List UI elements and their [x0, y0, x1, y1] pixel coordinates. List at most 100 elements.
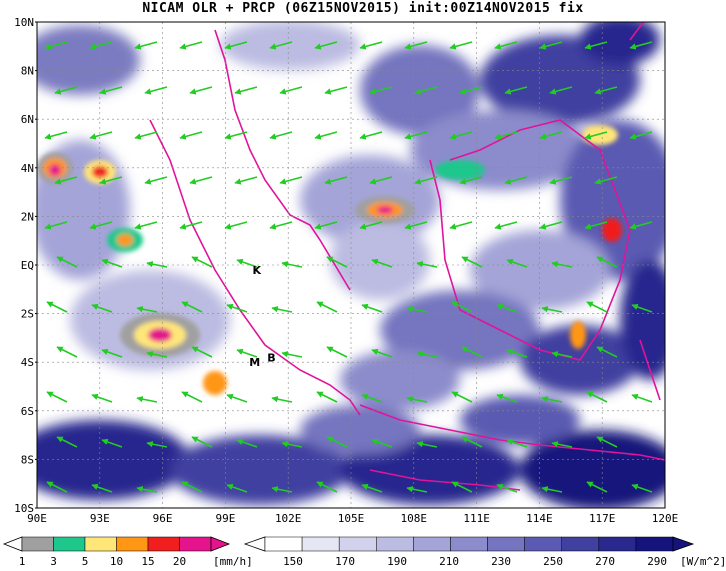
wind-vector [406, 305, 428, 313]
lon-tick-label: 117E [589, 512, 616, 525]
wind-vector [99, 176, 123, 185]
lon-tick-label: 108E [401, 512, 428, 525]
wind-vector [449, 41, 473, 50]
olr-cb-label: 150 [283, 555, 303, 568]
wind-vector [56, 346, 78, 358]
wind-vector [541, 395, 563, 403]
wind-vector [451, 301, 473, 313]
wind-vector [144, 176, 168, 185]
wind-vector [269, 221, 293, 230]
wind-vector [316, 391, 338, 403]
wind-vector [99, 86, 123, 95]
wind-vector [191, 346, 213, 358]
wind-vector [361, 393, 383, 403]
wind-vector [369, 176, 393, 185]
wind-vector [494, 221, 518, 230]
city-marker-m: M [249, 356, 260, 369]
wind-vector [146, 440, 168, 448]
wind-vector [44, 221, 68, 230]
lon-tick-label: 111E [463, 512, 490, 525]
wind-vector [234, 86, 258, 95]
wind-vector [181, 301, 203, 313]
wind-vector [279, 86, 303, 95]
wind-vector [144, 86, 168, 95]
wind-vector [496, 393, 518, 403]
wind-vector [46, 391, 68, 403]
wind-vector [361, 483, 383, 493]
lon-tick-label: 120E [652, 512, 679, 525]
precip-cb-swatch [84, 536, 117, 552]
wind-vector [179, 221, 203, 230]
wind-vector [179, 41, 203, 50]
wind-vector [326, 436, 348, 448]
wind-vector [359, 221, 383, 230]
wind-vector [316, 301, 338, 313]
wind-vector [629, 131, 653, 140]
precip-cb-label: 10 [110, 555, 123, 568]
wind-vector [56, 256, 78, 268]
wind-vector [629, 41, 653, 50]
wind-vector [631, 393, 653, 403]
wind-vector [549, 176, 573, 185]
lat-tick-label: 2N [21, 210, 34, 223]
wind-vector [541, 485, 563, 493]
wind-vector [269, 41, 293, 50]
wind-vector [326, 346, 348, 358]
map-title: NICAM OLR + PRCP (06Z15NOV2015) init:00Z… [142, 1, 584, 16]
olr-cb-low-end [243, 536, 266, 552]
wind-vector [459, 176, 483, 185]
longitude-tick-labels: 90E 93E 96E 99E 102E 105E 108E 111E 114E 117E 120E [27, 512, 678, 525]
wind-vector [494, 131, 518, 140]
wind-vector [539, 41, 563, 50]
wind-vector [404, 131, 428, 140]
precip-cb-swatch [53, 536, 86, 552]
olr-cb-label: 290 [647, 555, 667, 568]
olr-cb-swatch [524, 536, 562, 552]
wind-vector [449, 131, 473, 140]
wind-vector [406, 395, 428, 403]
coastline-layer [149, 22, 665, 491]
lon-tick-label: 105E [338, 512, 365, 525]
olr-colorbar: 150 170 190 210 230 250 270 290 [W/m^2] [243, 536, 726, 568]
precip-cb-label: 5 [82, 555, 89, 568]
wind-vector [181, 391, 203, 403]
wind-vector [44, 41, 68, 50]
olr-cb-swatch [635, 536, 674, 552]
wind-vector [236, 348, 258, 358]
wind-vector [54, 86, 78, 95]
wind-vector [496, 303, 518, 313]
city-marker-b: B [267, 351, 275, 364]
wind-vector [414, 86, 438, 95]
wind-vector [271, 305, 293, 313]
wind-vector [414, 176, 438, 185]
olr-cb-swatch [264, 536, 303, 552]
wind-vector [324, 176, 348, 185]
precip-cb-swatch [147, 536, 180, 552]
wind-vector [281, 260, 303, 268]
wind-vector [494, 41, 518, 50]
lat-tick-label: 4N [21, 162, 34, 175]
wind-vector [416, 440, 438, 448]
city-markers: K M B [249, 264, 275, 369]
precip-cb-swatch [179, 536, 212, 552]
wind-vector [504, 86, 528, 95]
olr-cb-high-end [672, 536, 695, 552]
lat-tick-label: 6S [21, 405, 34, 418]
wind-vector [326, 256, 348, 268]
wind-vector [134, 131, 158, 140]
wind-vector [584, 131, 608, 140]
wind-vector [596, 256, 618, 268]
wind-vector [226, 393, 248, 403]
wind-vector [596, 346, 618, 358]
wind-vector [46, 301, 68, 313]
wind-vector [44, 131, 68, 140]
lat-tick-label: 10N [14, 16, 34, 29]
wind-vector [316, 481, 338, 493]
lon-tick-label: 93E [90, 512, 110, 525]
wind-vector [54, 176, 78, 185]
wind-vector [224, 221, 248, 230]
wind-vector [281, 350, 303, 358]
wind-vector [496, 483, 518, 493]
wind-vector [281, 440, 303, 448]
